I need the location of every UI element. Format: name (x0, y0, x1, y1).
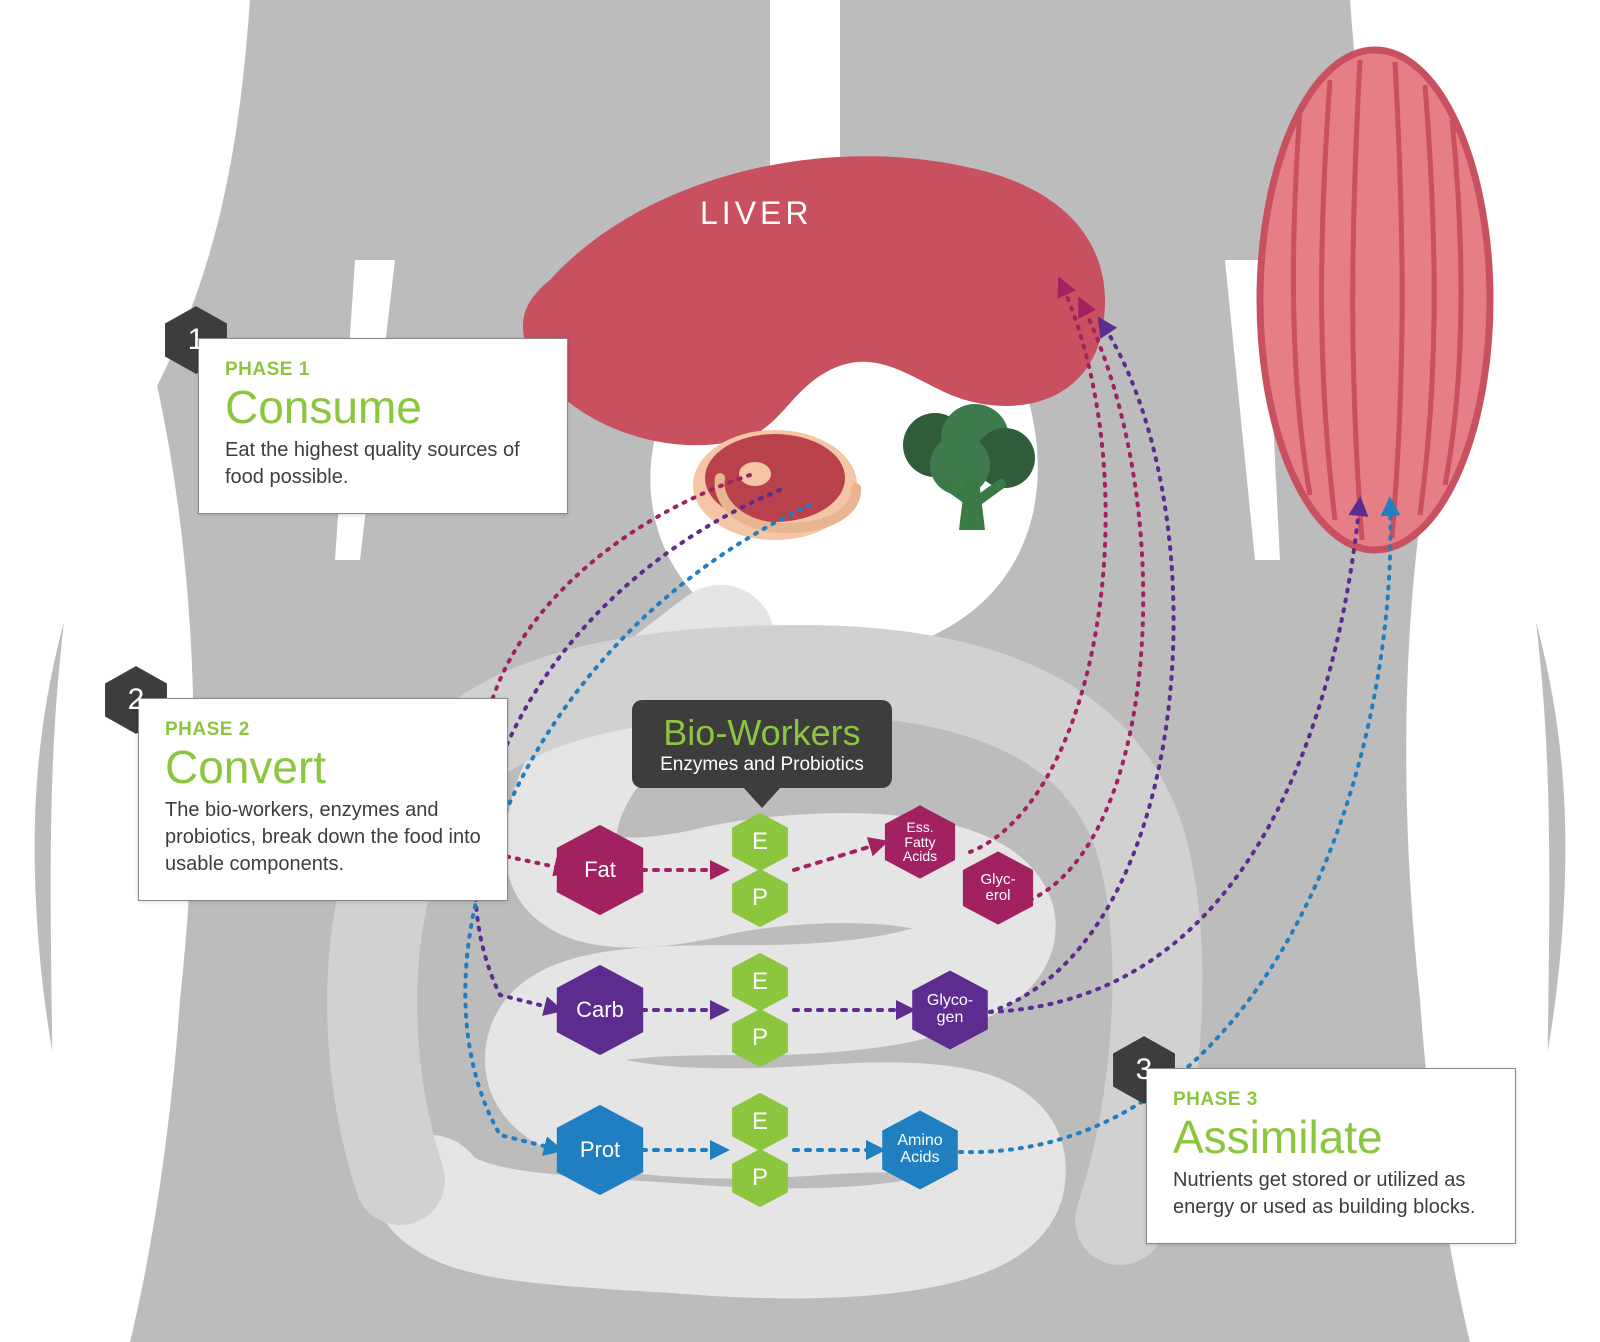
enzyme-e-row2: E (729, 1091, 791, 1153)
phase-2-number: 2 (128, 683, 145, 717)
phase-3-kicker: PHASE 3 (1173, 1089, 1489, 1111)
phase-1-box: PHASE 1 Consume Eat the highest quality … (198, 338, 568, 514)
nutrient-output-0-0: Ess. Fatty Acids (881, 803, 959, 881)
enzyme-p-row0: P (729, 867, 791, 929)
nutrient-output-1-0: Glyco- gen (908, 968, 992, 1052)
nutrient-input-prot: Prot (552, 1102, 648, 1198)
enzyme-p-row2: P (729, 1147, 791, 1209)
phase-3-body: Nutrients get stored or utilized as ener… (1173, 1167, 1489, 1221)
nutrient-input-carb: Carb (552, 962, 648, 1058)
phase-2-title: Convert (165, 743, 481, 791)
nutrient-output-0-1: Glyc- erol (959, 849, 1037, 927)
bioworkers-subtitle: Enzymes and Probiotics (660, 754, 864, 776)
phase-1-body: Eat the highest quality sources of food … (225, 437, 541, 491)
phase-2-box: PHASE 2 Convert The bio-workers, enzymes… (138, 698, 508, 901)
bioworkers-tooltip: Bio-Workers Enzymes and Probiotics (602, 700, 922, 808)
phase-2-kicker: PHASE 2 (165, 719, 481, 741)
phase-3-number: 3 (1136, 1053, 1153, 1087)
phase-3-title: Assimilate (1173, 1113, 1489, 1161)
bioworkers-title: Bio-Workers (660, 714, 864, 752)
phase-1-kicker: PHASE 1 (225, 359, 541, 381)
liver-label: LIVER (700, 195, 812, 232)
enzyme-p-row1: P (729, 1007, 791, 1069)
phase-1-number: 1 (188, 323, 205, 357)
nutrient-output-2-0: Amino Acids (878, 1108, 962, 1192)
phase-2-body: The bio-workers, enzymes and probiotics,… (165, 797, 481, 878)
nutrient-input-fat: Fat (552, 822, 648, 918)
muscle-shape (1260, 50, 1490, 550)
enzyme-e-row0: E (729, 811, 791, 873)
phase-1-title: Consume (225, 383, 541, 431)
phase-3-box: PHASE 3 Assimilate Nutrients get stored … (1146, 1068, 1516, 1244)
enzyme-e-row1: E (729, 951, 791, 1013)
infographic-stage: LIVER 1 PHASE 1 Consume Eat the highest … (0, 0, 1600, 1342)
